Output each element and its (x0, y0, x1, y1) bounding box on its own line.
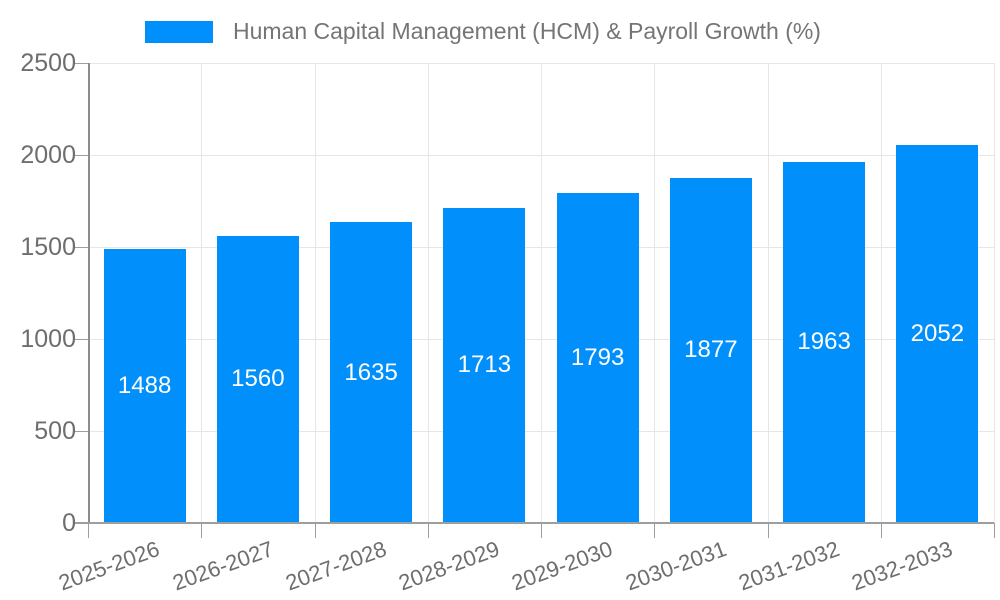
y-tick-label: 1500 (20, 233, 76, 261)
bar-value-label: 1560 (231, 365, 285, 393)
x-tick-label: 2026-2027 (169, 536, 277, 596)
x-tick-label: 2027-2028 (282, 536, 390, 596)
y-tick-mark (75, 339, 88, 340)
x-tick-label: 2030-2031 (622, 536, 730, 596)
y-tick-label: 0 (62, 509, 76, 537)
x-tick-mark (654, 523, 656, 538)
x-tick-label: 2032-2033 (848, 536, 956, 596)
bar-2032-2033[interactable]: 2052 (896, 145, 979, 523)
y-tick-mark (75, 63, 88, 64)
y-tick-mark (75, 155, 88, 156)
x-tick-label: 2025-2026 (55, 536, 164, 596)
bar-2029-2030[interactable]: 1793 (556, 193, 639, 523)
y-tick-label: 2500 (20, 49, 76, 77)
bar-value-label: 1793 (570, 344, 625, 372)
x-tick-mark (880, 523, 882, 538)
bar-2031-2032[interactable]: 1963 (783, 161, 866, 523)
x-tick-mark (994, 523, 995, 538)
x-tick-mark (88, 523, 89, 538)
x-tick-label: 2031-2032 (735, 536, 843, 596)
legend-swatch (145, 20, 213, 43)
y-tick-label: 2000 (20, 141, 76, 169)
v-gridline (427, 63, 429, 523)
bar-value-label: 1635 (344, 358, 398, 386)
bar-2027-2028[interactable]: 1635 (330, 222, 413, 523)
legend-item[interactable]: Human Capital Management (HCM) & Payroll… (145, 18, 821, 45)
y-axis-line (88, 63, 90, 523)
v-gridline (541, 63, 542, 523)
plot-area: 1488 1560 1635 1713 1793 1877 1963 2052 (75, 63, 995, 524)
v-gridline (880, 63, 882, 523)
bar-value-label: 1488 (117, 372, 172, 400)
bar-value-label: 1713 (457, 351, 512, 379)
legend-label: Human Capital Management (HCM) & Payroll… (233, 18, 821, 44)
y-tick-label: 500 (34, 417, 76, 445)
bar-value-label: 2052 (910, 320, 965, 348)
x-tick-mark (314, 523, 316, 538)
v-gridline (654, 63, 656, 523)
x-tick-mark (767, 523, 769, 538)
x-tick-label: 2028-2029 (395, 536, 503, 596)
bar-2025-2026[interactable]: 1488 (103, 249, 186, 523)
bar-2026-2027[interactable]: 1560 (216, 235, 299, 523)
x-tick-mark (427, 523, 429, 538)
y-tick-label: 1000 (20, 325, 76, 353)
v-gridline (767, 63, 769, 523)
v-gridline (994, 63, 995, 523)
x-tick-label: 2029-2030 (508, 536, 617, 596)
x-tick-mark (201, 523, 203, 538)
y-tick-mark (75, 247, 88, 248)
x-tick-mark (541, 523, 542, 538)
y-tick-mark (75, 431, 88, 432)
bar-2030-2031[interactable]: 1877 (669, 177, 752, 523)
v-gridline (314, 63, 316, 523)
v-gridline (201, 63, 203, 523)
bar-2028-2029[interactable]: 1713 (443, 207, 526, 523)
bar-value-label: 1877 (684, 336, 738, 364)
x-axis-line (75, 522, 994, 524)
bar-value-label: 1963 (797, 328, 851, 356)
y-tick-mark (75, 523, 88, 524)
